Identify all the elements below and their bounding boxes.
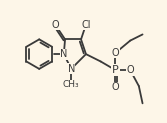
Text: P: P xyxy=(112,65,119,75)
Text: O: O xyxy=(112,82,119,92)
Text: Cl: Cl xyxy=(81,20,91,30)
Text: O: O xyxy=(126,65,134,75)
Text: CH₃: CH₃ xyxy=(63,80,79,89)
Text: N: N xyxy=(67,64,75,74)
Text: O: O xyxy=(112,48,119,58)
Text: O: O xyxy=(51,20,59,30)
Text: N: N xyxy=(60,49,67,59)
